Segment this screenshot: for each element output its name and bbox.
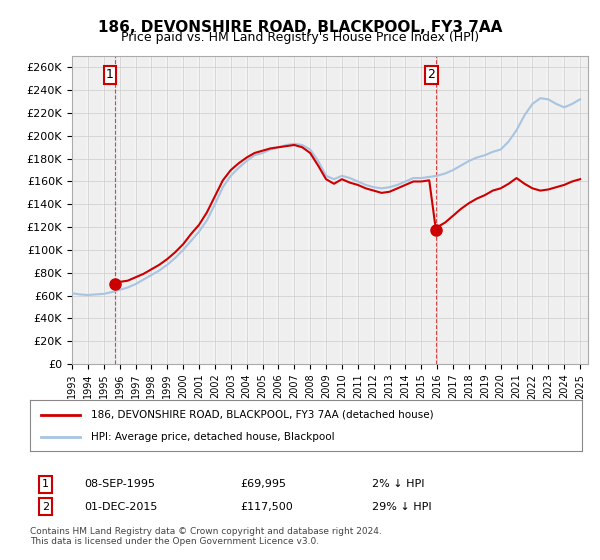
Text: Contains HM Land Registry data © Crown copyright and database right 2024.
This d: Contains HM Land Registry data © Crown c…: [30, 526, 382, 546]
Text: 1: 1: [106, 68, 114, 81]
Text: 186, DEVONSHIRE ROAD, BLACKPOOL, FY3 7AA (detached house): 186, DEVONSHIRE ROAD, BLACKPOOL, FY3 7AA…: [91, 409, 433, 419]
Text: HPI: Average price, detached house, Blackpool: HPI: Average price, detached house, Blac…: [91, 432, 334, 442]
Text: Price paid vs. HM Land Registry's House Price Index (HPI): Price paid vs. HM Land Registry's House …: [121, 31, 479, 44]
Text: £69,995: £69,995: [240, 479, 286, 489]
Text: 1: 1: [42, 479, 49, 489]
Text: £117,500: £117,500: [240, 502, 293, 512]
Text: 186, DEVONSHIRE ROAD, BLACKPOOL, FY3 7AA: 186, DEVONSHIRE ROAD, BLACKPOOL, FY3 7AA: [98, 20, 502, 35]
Text: 29% ↓ HPI: 29% ↓ HPI: [372, 502, 431, 512]
Text: 2: 2: [42, 502, 49, 512]
Text: 08-SEP-1995: 08-SEP-1995: [84, 479, 155, 489]
Text: 2% ↓ HPI: 2% ↓ HPI: [372, 479, 425, 489]
Text: 2: 2: [427, 68, 435, 81]
Text: 01-DEC-2015: 01-DEC-2015: [84, 502, 157, 512]
